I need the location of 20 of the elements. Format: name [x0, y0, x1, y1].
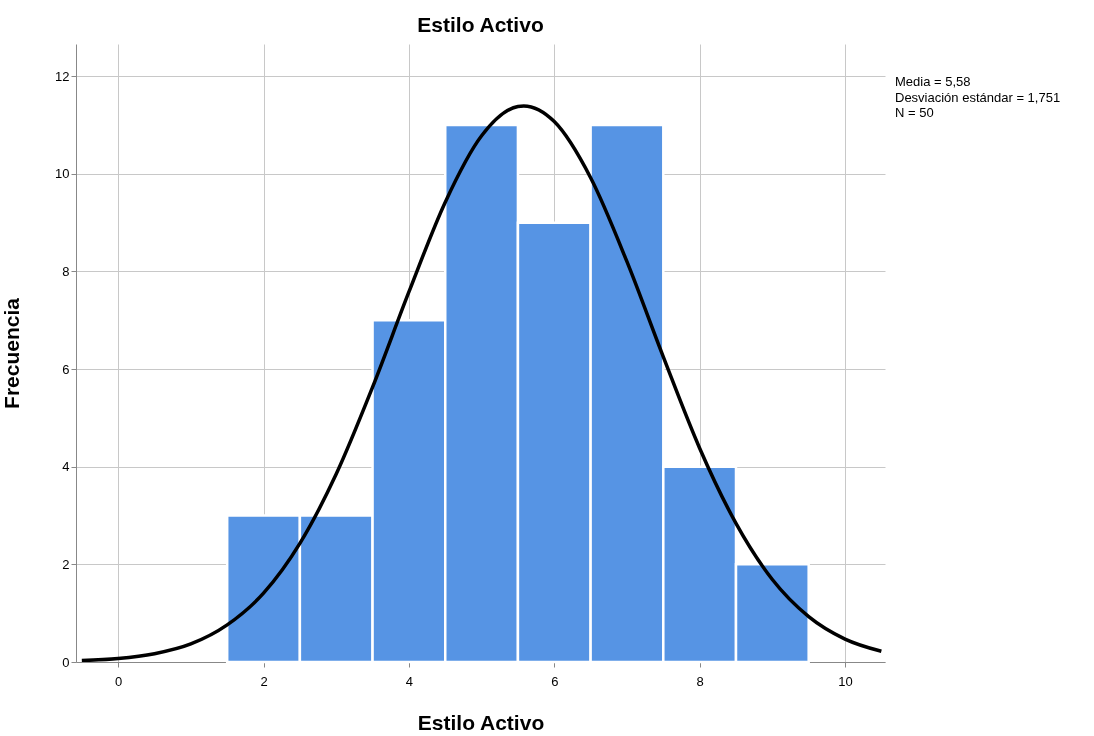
- chart-title: Estilo Activo: [417, 13, 544, 36]
- x-tick-label: 4: [405, 673, 414, 689]
- x-tick-label: 0: [115, 673, 123, 689]
- text: Desviación estándar = 1,751: [895, 89, 1061, 105]
- x-tick-label: 8: [696, 673, 704, 689]
- line-series: [80, 104, 884, 662]
- y-tick-label: 8: [62, 263, 70, 279]
- y-tick-label: 12: [55, 68, 70, 84]
- y-tick-label: 4: [62, 459, 70, 475]
- y-tick-label: 6: [62, 361, 70, 377]
- x-tick-label: 2: [260, 673, 268, 689]
- y-axis-title: Frecuencia: [0, 297, 24, 409]
- y-tick-label: 0: [62, 654, 70, 670]
- x-tick-label: 6: [551, 673, 559, 689]
- text: N = 50: [895, 105, 934, 120]
- y-tick-label: 2: [62, 556, 70, 572]
- text: Media = 5,58: [895, 74, 971, 89]
- x-axis-title: Estilo Activo: [417, 710, 545, 734]
- y-tick-label: 10: [55, 166, 70, 182]
- x-tick-label: 10: [838, 673, 853, 689]
